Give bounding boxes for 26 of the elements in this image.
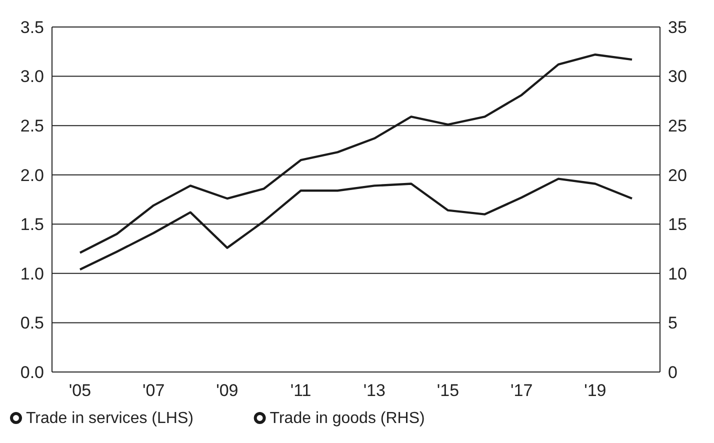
y2-tick-label: 25 xyxy=(668,116,687,136)
y-tick-label: 0.5 xyxy=(20,314,44,333)
y-tick-label: 2.5 xyxy=(20,116,44,136)
y2-tick-label: 0 xyxy=(668,362,678,382)
x-tick-label: '15 xyxy=(436,381,460,400)
y2-tick-label: 10 xyxy=(668,264,687,284)
x-tick-label: '19 xyxy=(584,381,606,400)
y2-tick-label: 20 xyxy=(668,166,687,185)
y-tick-label: 3.0 xyxy=(20,67,44,86)
legend-label: Trade in services (LHS) xyxy=(26,410,194,427)
x-tick-label: '09 xyxy=(216,381,238,400)
y2-tick-label: 35 xyxy=(668,18,687,37)
x-tick-label: '17 xyxy=(510,381,533,400)
y-tick-label: 1.0 xyxy=(20,264,44,284)
x-tick-label: '13 xyxy=(363,381,386,400)
y-tick-label: 0.0 xyxy=(20,362,44,382)
y2-tick-label: 30 xyxy=(668,67,687,86)
y-tick-label: 2.0 xyxy=(20,166,44,185)
y2-tick-label: 5 xyxy=(668,314,678,333)
y2-tick-label: 15 xyxy=(668,215,687,234)
x-tick-label: '07 xyxy=(142,381,165,400)
x-tick-label: '05 xyxy=(68,381,92,400)
y-tick-label: 3.5 xyxy=(20,18,44,37)
legend-label: Trade in goods (RHS) xyxy=(270,410,425,427)
x-tick-label: '11 xyxy=(290,381,312,400)
y-tick-label: 1.5 xyxy=(20,215,44,234)
